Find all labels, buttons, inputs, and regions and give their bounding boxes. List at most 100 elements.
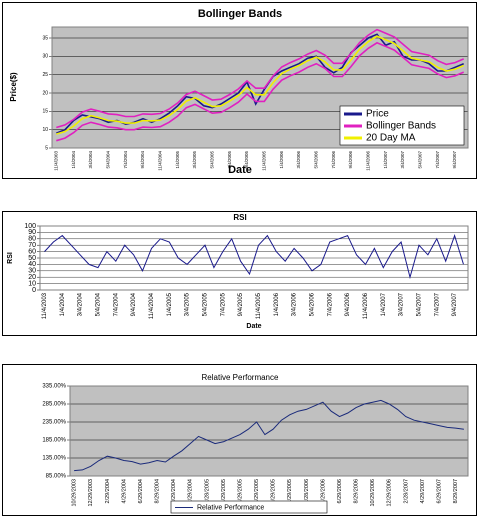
x-tick-label: 8/29/2007	[453, 479, 459, 503]
x-tick-label: 7/4/2004	[123, 151, 128, 169]
x-tick-label: 9/4/2004	[140, 151, 145, 169]
x-tick-label: 11/4/2004	[149, 292, 155, 319]
x-tick-label: 3/4/2006	[292, 292, 298, 316]
y-tick-label: 20	[28, 274, 36, 281]
y-tick-label: 90	[28, 229, 36, 236]
x-tick-label: 9/4/2006	[345, 292, 351, 316]
series-line	[56, 35, 465, 135]
x-tick-label: 5/4/2004	[106, 151, 111, 169]
x-tick-label: 3/4/2004	[88, 151, 93, 169]
x-tick-label: 11/4/2005	[262, 151, 267, 171]
x-tick-label: 11/4/2004	[158, 151, 163, 171]
x-tick-label: 1/4/2005	[167, 292, 173, 316]
x-tick-label: 3/4/2005	[185, 292, 191, 316]
y-tick-label: 100	[24, 223, 36, 230]
plot-border	[51, 26, 469, 149]
x-tick-label: 9/4/2006	[348, 151, 353, 169]
x-tick-label: 5/4/2007	[417, 292, 423, 316]
band-line	[56, 41, 465, 142]
x-tick-label: 7/4/2005	[227, 151, 232, 169]
x-tick-label: 8/29/2006	[354, 479, 360, 503]
chart-title: RSI	[233, 213, 246, 222]
y-tick-label: 10	[28, 280, 36, 287]
x-tick-label: 7/4/2005	[220, 292, 226, 316]
y-tick-label: 0	[32, 287, 36, 294]
x-tick-label: 10/29/2005	[271, 479, 277, 507]
y-tick-label: 335.00%	[42, 384, 66, 390]
x-tick-label: 11/4/2003	[54, 151, 59, 171]
x-tick-label: 7/4/2007	[434, 292, 440, 316]
x-tick-label: 1/4/2007	[383, 151, 388, 169]
x-tick-label: 11/4/2006	[366, 151, 371, 171]
x-tick-label: 2/29/2004	[105, 479, 111, 503]
x-tick-label: 5/4/2004	[96, 292, 102, 316]
y-tick-label: 50	[28, 255, 36, 262]
y-tick-label: 20	[42, 90, 48, 96]
x-tick-label: 6/29/2006	[337, 479, 343, 503]
x-tick-label: 9/4/2004	[131, 292, 137, 316]
y-tick-label: 30	[28, 268, 36, 275]
x-tick-label: 11/4/2005	[256, 292, 262, 319]
x-tick-label: 4/29/2005	[221, 479, 227, 503]
x-tick-label: 12/29/2004	[188, 479, 194, 507]
y-tick-label: 30	[42, 54, 48, 60]
y-tick-label: 185.00%	[42, 438, 66, 444]
x-tick-label: 9/4/2005	[238, 292, 244, 316]
legend-label: Bollinger Bands	[366, 121, 436, 132]
x-tick-label: 11/4/2006	[363, 292, 369, 319]
x-tick-label: 4/29/2006	[320, 479, 326, 503]
x-tick-label: 3/4/2006	[296, 151, 301, 169]
y-tick-label: 25	[42, 72, 48, 78]
x-tick-label: 9/4/2007	[452, 151, 457, 169]
x-tick-label: 5/4/2006	[314, 151, 319, 169]
x-tick-label: 10/29/2006	[370, 479, 376, 507]
plot-border	[69, 385, 469, 477]
x-axis-label: Date	[246, 323, 261, 330]
series-line	[56, 28, 465, 129]
x-tick-label: 3/4/2007	[400, 151, 405, 169]
x-tick-label: 4/29/2004	[121, 479, 127, 503]
x-tick-label: 7/4/2006	[331, 151, 336, 169]
legend-box	[170, 500, 328, 514]
x-tick-label: 12/29/2005	[287, 479, 293, 507]
x-tick-label: 1/4/2007	[381, 292, 387, 316]
x-tick-label: 3/4/2004	[78, 292, 84, 316]
legend-label: Price	[366, 109, 389, 120]
y-tick-label: 60	[28, 248, 36, 255]
x-tick-label: 7/4/2004	[113, 292, 119, 316]
y-axis-label: RSI	[7, 252, 14, 264]
x-tick-label: 2/28/2006	[304, 479, 310, 503]
x-tick-label: 5/4/2005	[210, 151, 215, 169]
x-tick-label: 1/4/2004	[60, 292, 66, 316]
y-tick-label: 70	[28, 242, 36, 249]
y-tick-label: 135.00%	[42, 456, 66, 462]
x-tick-label: 1/4/2006	[274, 292, 280, 316]
x-tick-label: 4/29/2007	[420, 479, 426, 503]
x-tick-label: 6/29/2004	[138, 479, 144, 503]
series-line	[74, 399, 464, 472]
chart-title: Relative Performance	[202, 373, 279, 382]
y-tick-label: 40	[28, 261, 36, 268]
x-tick-label: 3/4/2007	[399, 292, 405, 316]
y-tick-label: 10	[42, 127, 48, 133]
legend-label: Relative Performance	[197, 504, 264, 511]
y-tick-label: 85.00%	[46, 474, 67, 480]
chart-title: Bollinger Bands	[198, 8, 282, 20]
legend-label: 20 Day MA	[366, 133, 416, 144]
x-tick-label: 2/28/2007	[403, 479, 409, 503]
x-tick-label: 7/4/2006	[327, 292, 333, 316]
x-tick-label: 5/4/2005	[203, 292, 209, 316]
x-tick-label: 5/4/2007	[418, 151, 423, 169]
x-tick-label: 8/29/2005	[254, 479, 260, 503]
x-tick-label: 5/4/2006	[310, 292, 316, 316]
x-tick-label: 10/29/2003	[72, 479, 78, 507]
x-tick-label: 12/29/2006	[387, 479, 393, 507]
y-tick-label: 5	[45, 145, 48, 151]
x-tick-label: 11/4/2003	[42, 292, 48, 319]
y-tick-label: 35	[42, 35, 48, 41]
x-tick-label: 9/4/2005	[244, 151, 249, 169]
x-axis-label: Date	[228, 164, 252, 176]
x-tick-label: 8/29/2004	[155, 479, 161, 503]
plot-area	[69, 385, 469, 477]
